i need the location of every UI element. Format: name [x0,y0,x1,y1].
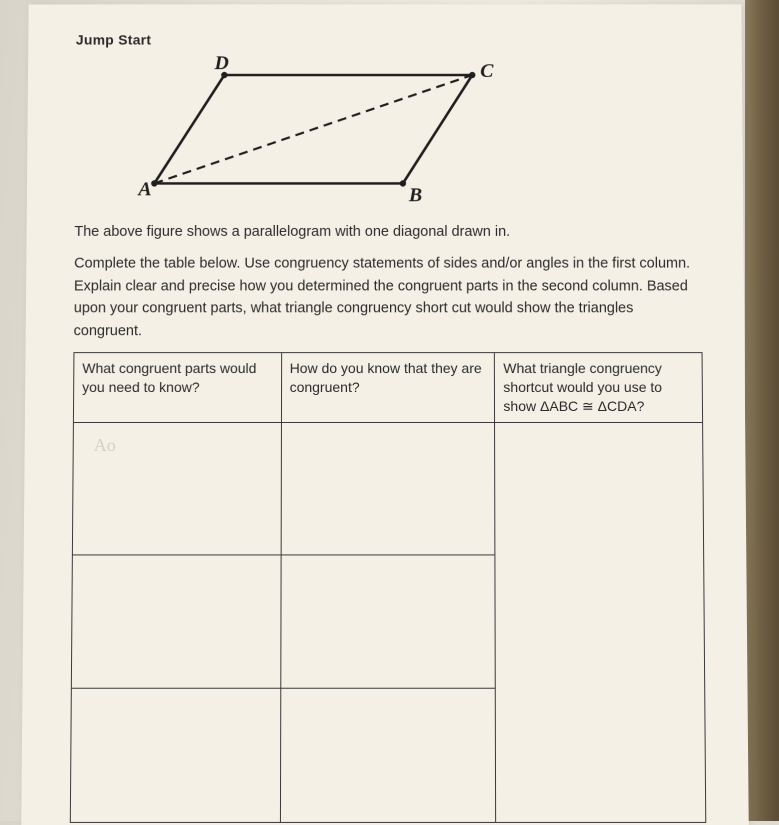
cell-shortcut [495,423,706,823]
vertex-c [469,72,475,78]
cell-r3c1 [70,688,280,822]
col-header-2: How do you know that they are congruent? [281,353,495,423]
label-d: D [213,55,228,74]
cell-r1c1: Ao [72,423,281,555]
desk-edge [745,0,779,821]
cell-r3c2 [280,688,496,822]
vertex-b [400,180,406,186]
col3-suffix: ? [636,398,644,414]
col-header-1: What congruent parts would you need to k… [73,353,281,423]
cell-r1c2 [281,423,496,555]
label-b: B [408,184,422,206]
table-header-row: What congruent parts would you need to k… [73,353,702,423]
side-bc [403,75,473,183]
col3-math: ΔABC ≅ ΔCDA [540,398,637,414]
label-a: A [136,178,151,200]
side-da [154,75,224,183]
diagonal-ac [154,75,472,183]
figure-container: A B C D [75,55,702,213]
parallelogram-shape [151,72,476,187]
col-header-3: What triangle congruency shortcut would … [495,353,703,423]
instructions-text: Complete the table below. Use congruency… [74,253,703,342]
cell-r2c2 [280,555,495,688]
table-row: Ao [72,423,703,555]
label-c: C [480,60,494,82]
cell-r2c1 [71,555,280,688]
figure-caption: The above figure shows a parallelogram w… [74,221,701,243]
parallelogram-diagram: A B C D [114,55,512,213]
page-title: Jump Start [76,32,700,48]
worksheet-page: Jump Start A B C D The above figure show… [21,4,748,825]
worksheet-table: What congruent parts would you need to k… [70,352,706,823]
pencil-mark: Ao [82,429,116,457]
vertex-a [151,180,157,186]
